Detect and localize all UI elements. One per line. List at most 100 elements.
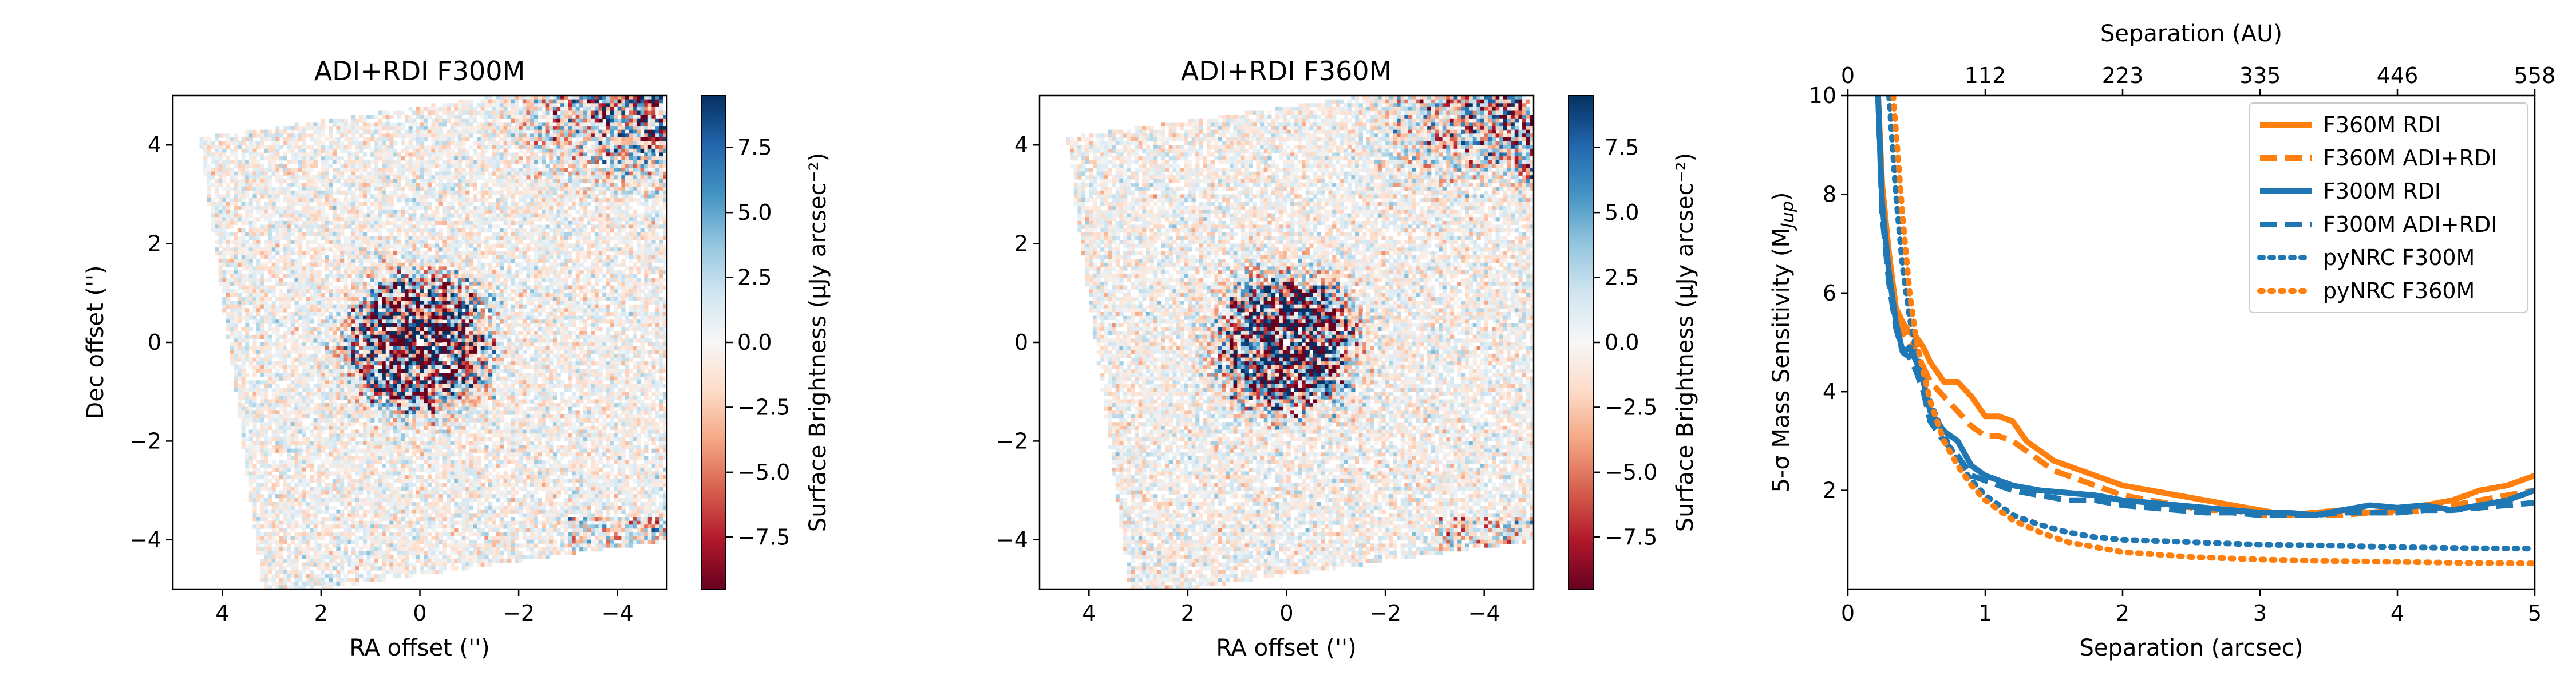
heatmap-cell — [340, 133, 345, 138]
heatmap-cell — [260, 547, 264, 552]
heatmap-cell — [306, 206, 310, 210]
heatmap-cell — [340, 213, 345, 218]
heatmap-cell — [283, 578, 287, 582]
heatmap-cell — [287, 483, 291, 487]
heatmap-cell — [397, 392, 401, 396]
heatmap-cell — [416, 418, 421, 423]
heatmap-cell — [389, 380, 394, 385]
heatmap-cell — [298, 578, 303, 582]
heatmap-cell — [215, 171, 219, 176]
heatmap-cell — [378, 251, 382, 256]
heatmap-cell — [290, 148, 295, 153]
heatmap-cell — [370, 384, 375, 389]
heatmap-cell — [248, 259, 254, 263]
heatmap-cell — [355, 209, 359, 214]
heatmap-cell — [283, 353, 287, 358]
heatmap-cell — [366, 239, 371, 244]
heatmap-cell — [248, 243, 254, 248]
heatmap-cell — [275, 334, 280, 339]
heatmap-cell — [389, 536, 394, 540]
heatmap-cell — [313, 547, 318, 552]
heatmap-cell — [359, 319, 364, 324]
heatmap-cell — [359, 331, 364, 335]
heatmap-cell — [241, 266, 246, 271]
heatmap-cell — [325, 384, 329, 389]
heatmap-cell — [321, 311, 326, 317]
heatmap-cell — [385, 289, 390, 294]
heatmap-cell — [271, 213, 276, 218]
heatmap-cell — [370, 274, 375, 278]
heatmap-cell — [347, 483, 352, 487]
heatmap-cell — [264, 217, 268, 222]
heatmap-cell — [264, 555, 268, 559]
heatmap-cell — [412, 266, 417, 271]
heatmap-cell — [382, 574, 386, 578]
heatmap-cell — [412, 118, 417, 123]
heatmap-cell — [275, 171, 280, 176]
heatmap-cell — [340, 532, 345, 536]
heatmap-cell — [382, 183, 386, 187]
heatmap-cell — [347, 399, 352, 404]
heatmap-cell — [355, 528, 359, 533]
heatmap-cell — [294, 311, 299, 317]
heatmap-cell — [275, 304, 280, 309]
heatmap-cell — [393, 524, 398, 529]
heatmap-cell — [271, 506, 276, 510]
heatmap-cell — [267, 152, 272, 157]
heatmap-cell — [211, 152, 215, 157]
heatmap-cell — [317, 441, 322, 445]
heatmap-cell — [264, 456, 268, 461]
heatmap-cell — [290, 232, 295, 236]
heatmap-cell — [404, 425, 409, 431]
heatmap-cell — [275, 425, 280, 431]
heatmap-cell — [256, 346, 261, 350]
heatmap-cell — [347, 319, 352, 324]
heatmap-cell — [374, 179, 379, 184]
heatmap-cell — [343, 350, 348, 354]
heatmap-cell — [343, 160, 348, 164]
heatmap-cell — [290, 315, 295, 320]
heatmap-cell — [336, 562, 341, 567]
heatmap-cell — [256, 418, 261, 423]
heatmap-cell — [404, 502, 409, 506]
heatmap-cell — [309, 160, 314, 164]
heatmap-cell — [412, 190, 417, 195]
heatmap-cell — [343, 209, 348, 214]
heatmap-cell — [416, 437, 421, 441]
heatmap-cell — [245, 452, 250, 457]
heatmap-cell — [203, 164, 208, 168]
heatmap-cell — [275, 342, 280, 347]
heatmap-cell — [347, 213, 352, 218]
heatmap-cell — [404, 353, 409, 358]
heatmap-cell — [382, 179, 386, 184]
heatmap-cell — [370, 285, 375, 290]
heatmap-cell — [271, 164, 276, 168]
heatmap-cell — [290, 406, 295, 411]
heatmap-cell — [332, 429, 337, 434]
heatmap-cell — [294, 202, 299, 206]
heatmap-cell — [203, 160, 208, 164]
heatmap-cell — [382, 388, 386, 392]
heatmap-cell — [237, 395, 242, 400]
heatmap-cell — [340, 141, 345, 145]
heatmap-cell — [241, 183, 246, 187]
heatmap-cell — [260, 315, 264, 320]
heatmap-cell — [234, 236, 238, 240]
heatmap-cell — [382, 555, 386, 559]
heatmap-cell — [222, 247, 227, 252]
heatmap-cell — [416, 145, 421, 149]
heatmap-cell — [302, 369, 306, 373]
heatmap-cell — [385, 479, 390, 483]
heatmap-cell — [359, 187, 364, 191]
heatmap-cell — [355, 167, 359, 172]
heatmap-cell — [222, 262, 227, 267]
heatmap-cell — [366, 570, 371, 575]
heatmap-cell — [287, 198, 291, 203]
heatmap-cell — [317, 194, 322, 199]
heatmap-cell — [359, 239, 364, 244]
heatmap-cell — [336, 448, 341, 453]
heatmap-cell — [271, 220, 276, 226]
heatmap-cell — [267, 160, 272, 164]
heatmap-cell — [309, 475, 314, 480]
heatmap-cell — [290, 479, 295, 483]
